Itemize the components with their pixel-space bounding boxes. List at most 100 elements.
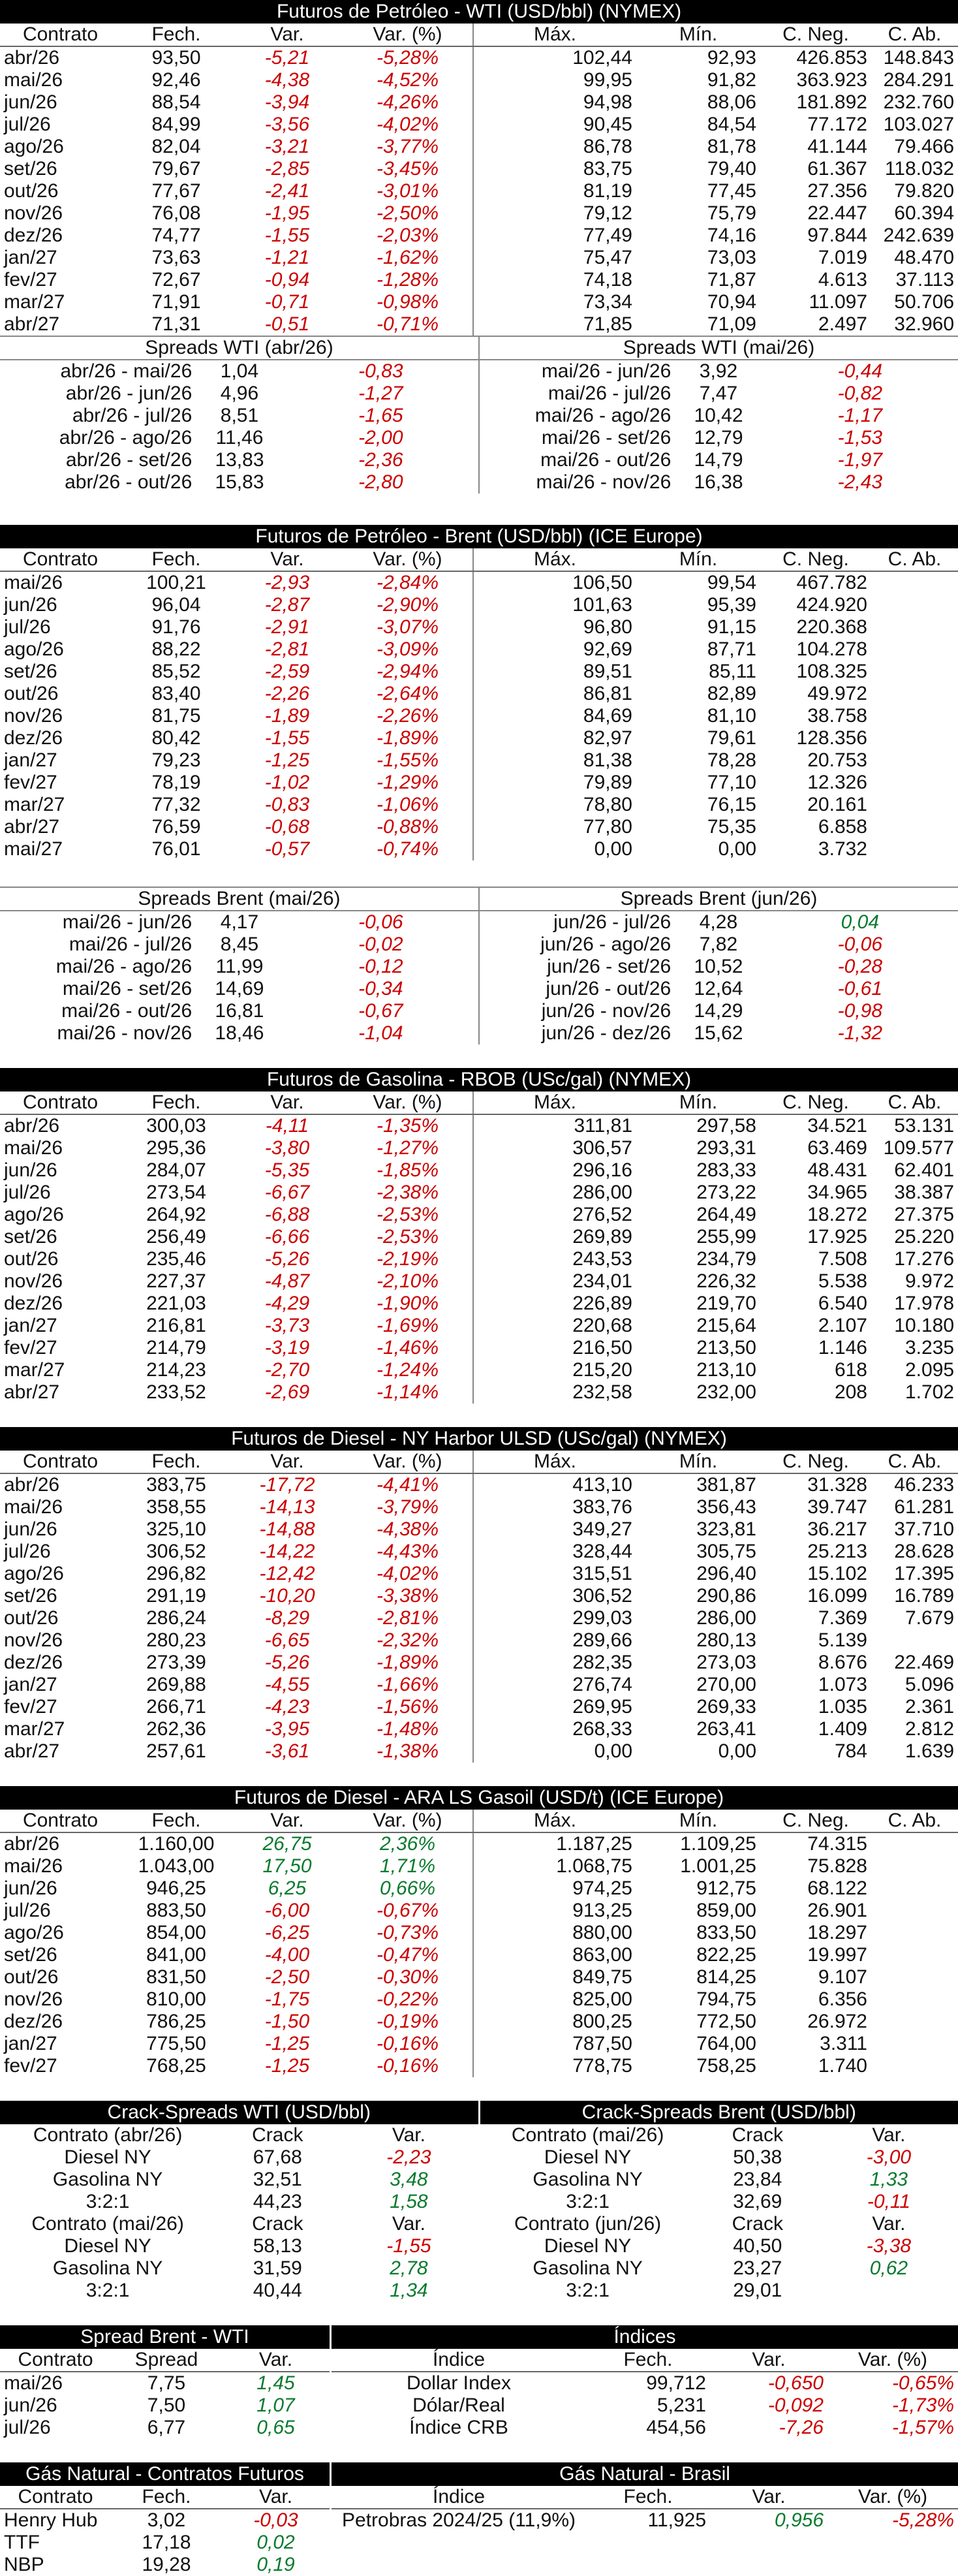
crack-change: 0,62 [820,2257,958,2280]
table-cell: 282,35 [473,1652,636,1674]
wti-table: Futuros de Petróleo - WTI (USD/bbl) (NYM… [0,0,958,336]
table-cell: 73,63 [121,247,232,269]
table-cell: fev/27 [0,269,121,291]
table-cell: 22.469 [871,1652,958,1674]
table-cell: 26.901 [760,1900,871,1922]
table-cell: 5,231 [586,2395,710,2417]
table-cell: 1,07 [222,2395,330,2417]
column-header: Var. (%) [343,1810,473,1832]
table-cell: 77,32 [121,794,232,816]
spread-change: -0,28 [762,956,958,978]
table-cell: 48.470 [871,247,958,269]
table-cell: dez/26 [0,225,121,247]
table-cell: 283,33 [636,1159,760,1182]
table-cell: jan/27 [0,1674,121,1696]
column-header: Var. (%) [343,24,473,46]
table-cell: -2,10% [343,1270,473,1293]
column-header: Fech. [111,2486,222,2509]
table-cell: -2,41 [232,180,343,202]
spreads-header-row: Spreads Brent (mai/26)Spreads Brent (jun… [0,887,958,911]
table-cell: -0,30% [343,1966,473,1988]
table-cell: 273,03 [636,1652,760,1674]
table-cell: mai/27 [0,838,121,860]
table-cell [871,1877,958,1900]
table-cell: 768,25 [121,2055,232,2077]
table-cell: 220.368 [760,616,871,638]
table-cell: -1,55 [232,727,343,749]
table-cell: -4,26% [343,91,473,114]
table-cell: -6,88 [232,1204,343,1226]
table-cell: 299,03 [473,1607,636,1629]
table-cell: -3,21 [232,136,343,158]
table-cell: -4,29 [232,1293,343,1315]
table-cell: 289,66 [473,1629,636,1652]
table-cell: mai/26 [0,1855,121,1877]
table-cell: 73,03 [636,247,760,269]
table-cell: -4,41% [343,1473,473,1496]
table-cell: 7,75 [111,2372,222,2395]
table-cell: 215,20 [473,1359,636,1381]
table-cell: -0,83 [232,794,343,816]
table-cell: -0,94 [232,269,343,291]
brent-table: Futuros de Petróleo - Brent (USD/bbl) (I… [0,525,958,860]
table-cell: 5.139 [760,1629,871,1652]
table-cell: 291,19 [121,1585,232,1607]
table-cell: -0,98% [343,291,473,313]
spread-change: -2,00 [283,427,479,449]
table-cell: -5,26 [232,1248,343,1270]
column-header: Var. [339,2124,478,2146]
crack-product: Gasolina NY [0,2169,215,2191]
table-cell: 104.278 [760,638,871,661]
table-cell: 1.043,00 [121,1855,232,1877]
column-header: C. Neg. [760,24,871,46]
table-cell [871,727,958,749]
column-header: Fech. [121,1092,232,1114]
table-cell [871,683,958,705]
table-cell: 91,76 [121,616,232,638]
spread-value: 18,46 [196,1022,283,1045]
table-cell: set/26 [0,158,121,180]
table-cell: 79,61 [636,727,760,749]
table-cell: -1,89% [343,727,473,749]
table-cell: -6,65 [232,1629,343,1652]
spread-pair: mai/26 - jul/26 [479,383,675,405]
spread-value: 3,92 [675,360,762,383]
table-cell: 269,89 [473,1226,636,1248]
spread-value: 15,62 [675,1022,762,1045]
table-cell: jan/27 [0,247,121,269]
table-cell: 5.538 [760,1270,871,1293]
table-cell: mar/27 [0,291,121,313]
table-cell: 219,70 [636,1293,760,1315]
table-cell [871,705,958,727]
table-cell: 101,63 [473,594,636,616]
column-header: Mín. [636,548,760,571]
table-cell: 264,49 [636,1204,760,1226]
table-cell: 16.099 [760,1585,871,1607]
table-cell: 2.812 [871,1718,958,1740]
spread-change: 0,04 [762,911,958,934]
table-cell: 70,94 [636,291,760,313]
table-cell: 128.356 [760,727,871,749]
table-cell: -0,71 [232,291,343,313]
